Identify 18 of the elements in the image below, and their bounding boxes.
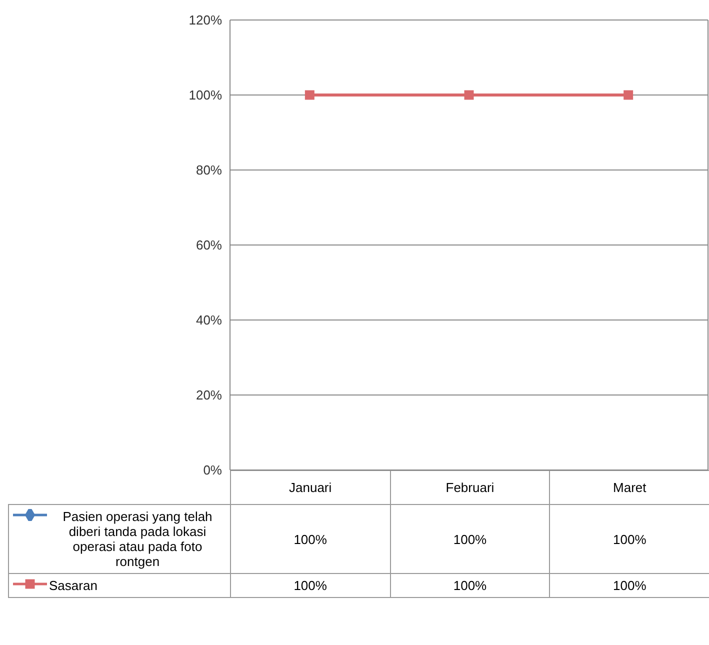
legend-label: Pasien operasi yang telah diberi tanda pada lokasi operasi atau pada foto rontgen [62,509,214,569]
text: 100% [453,532,487,546]
y-tick-label: 100% [188,88,222,103]
y-tick-label: 80% [196,162,222,178]
y-tick-label: 0% [203,462,222,478]
legend-label: Sasaran [49,578,98,593]
x-tick-label: Januari [230,470,390,504]
y-tick-label: 20% [196,388,222,403]
x-tick-label: Februari [390,470,550,504]
x-tick-label: Maret [550,470,709,504]
y-tick-label: 120% [188,12,222,28]
data-label: 100% [390,574,550,598]
text: 100% [613,532,646,546]
y-tick-label: 40% [196,312,222,328]
data-label: 100% [550,574,709,598]
y-tick-label: 60% [196,238,222,253]
text: 100% [294,532,327,546]
data-label: 100% [230,574,390,598]
